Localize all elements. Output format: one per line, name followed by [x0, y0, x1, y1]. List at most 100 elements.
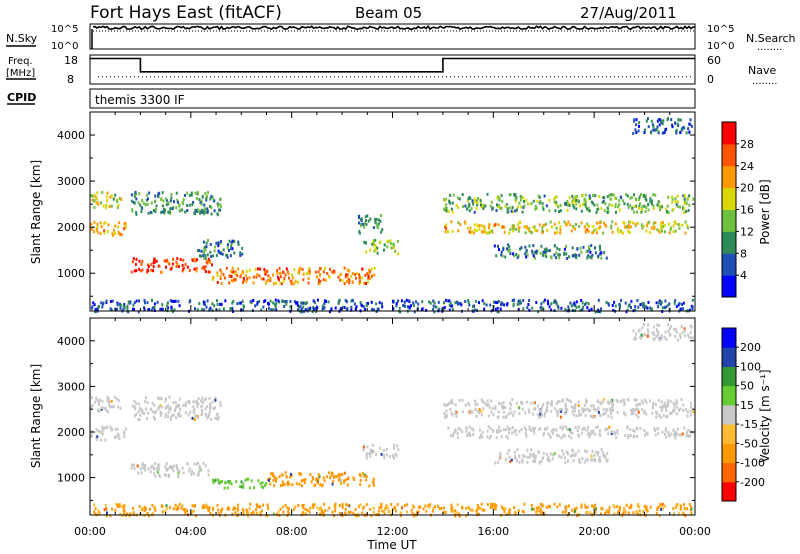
velocity-cell	[455, 414, 458, 418]
y-tick-label: 3000	[57, 175, 85, 188]
velocity-cell	[258, 505, 261, 509]
power-cell	[542, 207, 545, 211]
velocity-cell	[525, 434, 528, 438]
power-cell	[514, 193, 517, 197]
power-cell	[482, 207, 485, 211]
velocity-cell	[98, 401, 100, 405]
power-cell	[283, 300, 286, 304]
power-cell	[475, 206, 478, 210]
velocity-cell	[514, 512, 517, 516]
power-cell	[94, 195, 97, 199]
power-cell	[147, 269, 150, 273]
velocity-cell	[472, 428, 475, 432]
power-cell	[301, 301, 304, 305]
power-cell	[162, 307, 164, 311]
x-tick-label: 00:00	[679, 525, 711, 538]
x-tick-label: 00:00	[74, 525, 106, 538]
velocity-cell	[200, 399, 202, 403]
velocity-cell	[495, 504, 498, 508]
velocity-cell	[480, 413, 483, 417]
power-cell	[118, 231, 120, 235]
power-cell	[324, 267, 327, 271]
velocity-cell	[538, 460, 541, 464]
power-cell	[386, 245, 389, 249]
velocity-cell	[580, 505, 583, 509]
power-cell	[548, 198, 551, 202]
velocity-cell	[108, 400, 111, 404]
power-cell	[241, 271, 244, 275]
power-cell	[603, 196, 606, 199]
velocity-cell	[550, 400, 553, 404]
velocity-cell	[186, 462, 189, 466]
velocity-cell	[167, 404, 170, 408]
velocity-cell	[188, 467, 191, 471]
velocity-cell	[669, 411, 672, 415]
power-cell	[153, 260, 156, 264]
power-cell	[650, 308, 653, 312]
power-cell	[649, 306, 652, 310]
power-cell	[134, 193, 137, 196]
velocity-cell	[644, 333, 646, 337]
velocity-cell	[553, 452, 556, 456]
power-cell	[365, 250, 368, 254]
power-cell	[365, 304, 368, 308]
power-cell	[408, 306, 411, 310]
power-cell	[642, 301, 645, 305]
velocity-cell	[323, 479, 326, 483]
power-cell	[448, 308, 451, 312]
velocity-cell	[284, 471, 287, 475]
power-cell	[571, 199, 574, 203]
velocity-cell	[216, 417, 219, 421]
power-cell	[343, 266, 346, 270]
velocity-cell	[153, 472, 156, 476]
power-cell	[664, 230, 666, 234]
power-cell	[184, 262, 187, 266]
power-cell	[308, 272, 311, 276]
velocity-cell	[201, 506, 204, 509]
power-cell	[447, 230, 450, 234]
velocity-cell	[653, 325, 655, 329]
power-cell	[230, 244, 233, 248]
velocity-cell	[371, 443, 374, 447]
power-cell	[135, 299, 138, 303]
power-cell	[587, 245, 590, 249]
velocity-cell	[282, 510, 285, 514]
velocity-cell	[561, 510, 564, 514]
velocity-cell	[466, 433, 469, 437]
power-cell	[286, 270, 289, 274]
velocity-cell	[467, 506, 470, 510]
velocity-cell	[287, 512, 290, 516]
power-cell	[116, 303, 119, 307]
power-cell	[555, 203, 558, 206]
power-cell	[348, 281, 351, 285]
power-cell	[330, 307, 333, 311]
power-cell	[105, 195, 108, 199]
power-cell	[654, 221, 657, 225]
power-cell	[93, 220, 96, 224]
power-cell	[673, 301, 676, 305]
power-cell	[625, 225, 628, 229]
power-cell	[620, 298, 623, 302]
power-cell	[120, 197, 123, 201]
power-cell	[233, 251, 236, 255]
power-cell	[373, 273, 376, 277]
power-cell	[284, 273, 287, 277]
power-cell	[256, 303, 259, 307]
velocity-cell	[476, 507, 479, 511]
power-cell	[170, 193, 173, 196]
velocity-cell	[655, 334, 658, 338]
velocity-cell	[144, 396, 147, 400]
velocity-cell	[94, 507, 97, 511]
velocity-cell	[592, 404, 595, 408]
power-cell	[668, 231, 671, 235]
power-cell	[293, 300, 296, 304]
power-cell	[211, 195, 214, 199]
velocity-cell	[202, 504, 205, 508]
power-cell	[591, 253, 594, 257]
velocity-cell	[214, 416, 217, 420]
power-cell	[99, 232, 102, 236]
velocity-cell	[97, 509, 100, 513]
power-cell	[152, 261, 155, 265]
power-cell	[444, 230, 447, 234]
